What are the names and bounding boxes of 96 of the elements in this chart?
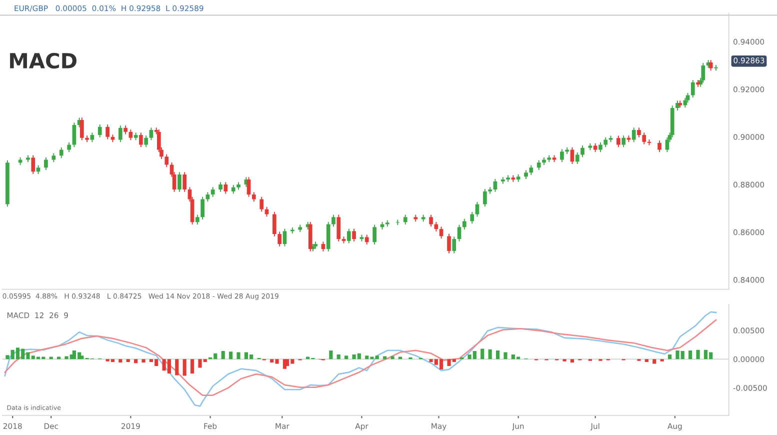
candlestick — [690, 79, 695, 98]
candlestick — [252, 192, 256, 202]
candlestick — [686, 92, 690, 104]
candlestick — [106, 124, 110, 140]
candlestick — [434, 221, 438, 232]
bar — [688, 350, 692, 360]
bar — [236, 352, 240, 360]
bar — [644, 359, 648, 362]
candlestick — [178, 172, 182, 192]
candlestick — [164, 154, 169, 168]
candlestick — [403, 214, 408, 225]
candlestick — [457, 224, 462, 242]
candlestick — [570, 146, 574, 165]
candlestick — [372, 224, 376, 245]
bar — [175, 359, 179, 376]
text: MACD — [10, 52, 76, 69]
candlestick — [447, 233, 451, 254]
candlestick — [604, 136, 608, 148]
candlestick — [637, 127, 641, 138]
bar — [229, 352, 233, 360]
candlestick — [321, 241, 326, 252]
candlestick — [575, 152, 580, 165]
candlestick — [139, 132, 143, 148]
candlestick — [642, 132, 646, 145]
candlestick — [210, 186, 215, 198]
candlestick — [352, 228, 356, 242]
candlestick — [452, 236, 456, 254]
candlestick — [632, 127, 636, 143]
candlestick — [59, 146, 64, 159]
candlestick — [336, 214, 341, 242]
candlestick — [218, 182, 222, 192]
candlestick — [665, 136, 670, 153]
bar — [221, 351, 225, 360]
candlestick — [272, 211, 276, 237]
candlestick — [264, 206, 269, 218]
bar — [190, 359, 194, 374]
bar — [570, 359, 574, 363]
candlestick — [462, 218, 466, 230]
candlestick — [224, 182, 228, 194]
candlestick — [31, 154, 36, 175]
bar — [64, 356, 68, 360]
bar — [329, 350, 333, 360]
candlestick — [44, 156, 48, 170]
bar — [142, 359, 146, 363]
candlestick — [118, 124, 122, 143]
bar — [668, 354, 672, 360]
bar — [383, 356, 387, 360]
candlestick — [80, 117, 84, 141]
candlestick — [560, 148, 564, 163]
candlestick — [246, 176, 251, 198]
candlestick — [98, 124, 102, 138]
bar — [344, 356, 348, 360]
bar — [504, 352, 508, 360]
candlestick — [364, 234, 369, 245]
candlestick — [346, 228, 351, 244]
candlestick — [128, 129, 133, 141]
candlestick — [683, 97, 688, 108]
candlestick — [200, 196, 204, 220]
candlestick — [67, 142, 71, 153]
bar — [696, 350, 700, 360]
bar — [182, 359, 186, 376]
bar — [480, 348, 484, 360]
bar — [652, 359, 656, 364]
bar — [488, 349, 492, 360]
candlestick — [260, 196, 264, 212]
candlestick — [196, 214, 200, 225]
candlestick — [616, 135, 620, 148]
line-series — [4, 319, 717, 396]
bar — [126, 359, 130, 362]
candlestick — [529, 164, 534, 176]
candlestick — [493, 178, 498, 192]
candlestick — [483, 188, 487, 208]
candlestick — [72, 122, 76, 148]
candlestick — [580, 144, 584, 158]
line-series — [4, 311, 717, 407]
candlestick — [475, 201, 480, 218]
candlestick — [470, 211, 474, 224]
candlestick — [149, 127, 154, 141]
candlestick — [332, 214, 336, 228]
candlestick — [536, 160, 541, 170]
bar — [118, 359, 122, 363]
candlestick — [701, 62, 706, 84]
bar — [390, 356, 394, 360]
bar — [336, 354, 340, 360]
bar — [496, 350, 500, 360]
candlestick — [182, 172, 187, 192]
candlestick — [598, 142, 602, 153]
candlestick — [658, 140, 662, 153]
candlestick — [144, 134, 148, 148]
candlestick — [278, 231, 282, 247]
candlestick — [396, 219, 400, 226]
candlestick — [622, 134, 626, 148]
candlestick — [282, 228, 287, 247]
candlestick — [429, 214, 433, 228]
bar — [134, 359, 138, 364]
candlestick — [206, 192, 210, 202]
